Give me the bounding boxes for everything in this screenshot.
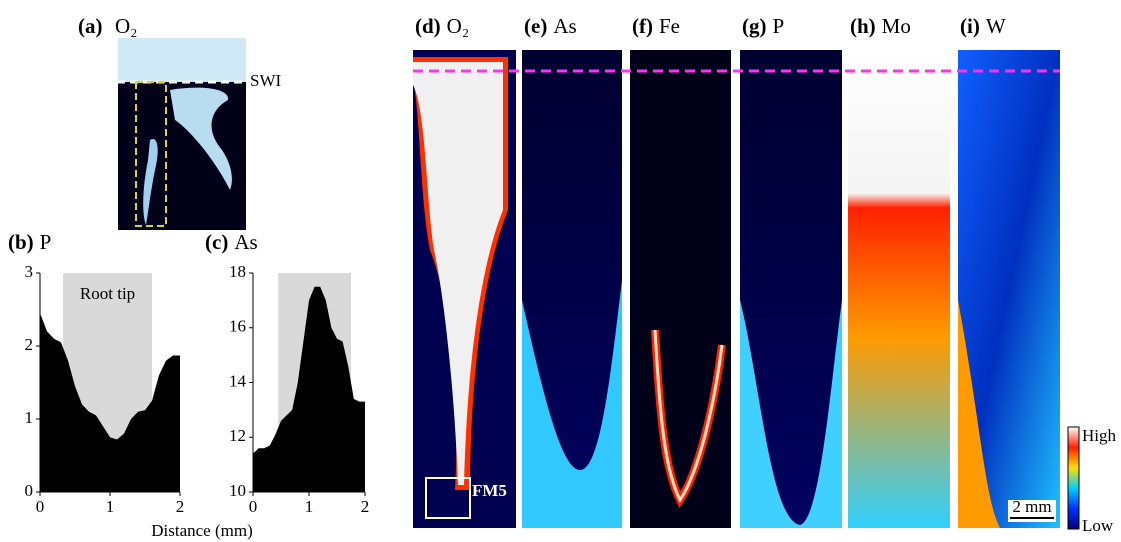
y-tick-label: 2 (25, 335, 34, 354)
x-tick-label: 0 (36, 497, 45, 516)
panel-a: (a) O₂ SWI (78, 14, 282, 230)
fe-image (630, 50, 731, 528)
panel-label: (d) (415, 14, 441, 38)
x-axis-label: Distance (mm) (151, 521, 253, 540)
y-tick-label: 12 (229, 426, 246, 445)
y-tick-label: 1 (25, 408, 34, 427)
y-tick-label: 0 (25, 481, 34, 500)
colorbar-high: High (1082, 426, 1117, 445)
panel-title: Mo (882, 14, 911, 38)
panel-label: (h) (850, 14, 876, 38)
x-tick-label: 2 (176, 497, 185, 516)
panel-title: W (986, 14, 1006, 38)
water-image (118, 38, 246, 82)
panel-title: O₂ (447, 14, 470, 38)
panel-label: (a) (78, 14, 103, 38)
panel-title: As (234, 230, 257, 254)
figure: (a) O₂ SWI FM5 2 mm High Low Distance (m… (0, 0, 1121, 542)
panel-title: P (773, 14, 785, 38)
colorbar-low: Low (1082, 516, 1114, 535)
annotation: Root tip (80, 284, 135, 303)
y-tick-label: 14 (229, 371, 247, 390)
y-tick-label: 10 (229, 481, 246, 500)
y-tick-label: 18 (229, 262, 246, 281)
panel-label: (g) (742, 14, 767, 38)
panel-title: Fe (659, 14, 680, 38)
image-panels: FM5 2 mm High Low (413, 50, 1117, 535)
x-tick-label: 0 (249, 497, 258, 516)
panel-title: O₂ (115, 14, 138, 38)
x-tick-label: 1 (106, 497, 115, 516)
mo-image (848, 50, 950, 528)
panel-title: P (40, 230, 52, 254)
y-tick-label: 16 (229, 317, 246, 336)
panel-label: (c) (205, 230, 228, 254)
y-tick-label: 3 (25, 262, 34, 281)
x-tick-label: 1 (305, 497, 314, 516)
x-tick-label: 2 (361, 497, 370, 516)
panel-label: (f) (632, 14, 653, 38)
colorbar (1068, 427, 1079, 529)
fm5-label: FM5 (472, 481, 507, 500)
panel-label: (b) (8, 230, 34, 254)
scale-label: 2 mm (1012, 497, 1051, 516)
swi-label: SWI (250, 71, 282, 90)
panel-label: (e) (524, 14, 547, 38)
panel-title: As (553, 14, 576, 38)
panel-label: (i) (960, 14, 980, 38)
